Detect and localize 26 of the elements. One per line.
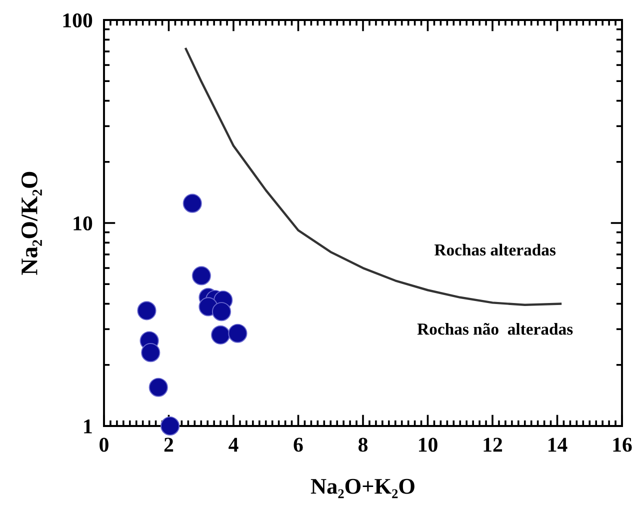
point bbox=[211, 325, 230, 344]
y-tick-label: 100 bbox=[63, 13, 92, 28]
x-axis-title: Na₂O+K₂O bbox=[310, 478, 414, 498]
y-axis-title: Na₂O/K₂O bbox=[22, 172, 42, 275]
point bbox=[212, 302, 232, 322]
point bbox=[228, 324, 248, 343]
point bbox=[160, 416, 180, 436]
point bbox=[192, 266, 211, 286]
y-tick-label: 1 bbox=[84, 419, 92, 434]
y-tick-label: 10 bbox=[74, 216, 92, 230]
x-tick-label: 8 bbox=[358, 438, 368, 452]
x-tick-label: 12 bbox=[484, 438, 502, 452]
x-tick-label: 2 bbox=[164, 438, 174, 452]
point bbox=[182, 194, 202, 213]
x-tick-label: 10 bbox=[419, 438, 438, 452]
annotation: Rochas não alteradas bbox=[417, 323, 573, 335]
x-tick-label: 4 bbox=[228, 438, 238, 452]
x-tick-label: 14 bbox=[548, 438, 568, 452]
point bbox=[141, 343, 160, 362]
annotation: Rochas alteradas bbox=[434, 244, 556, 256]
x-tick-label: 0 bbox=[100, 438, 108, 452]
x-tick-label: 6 bbox=[294, 438, 303, 452]
point bbox=[137, 301, 156, 320]
x-tick-label: 16 bbox=[613, 438, 632, 452]
line-series bbox=[184, 48, 562, 306]
point bbox=[148, 378, 168, 397]
